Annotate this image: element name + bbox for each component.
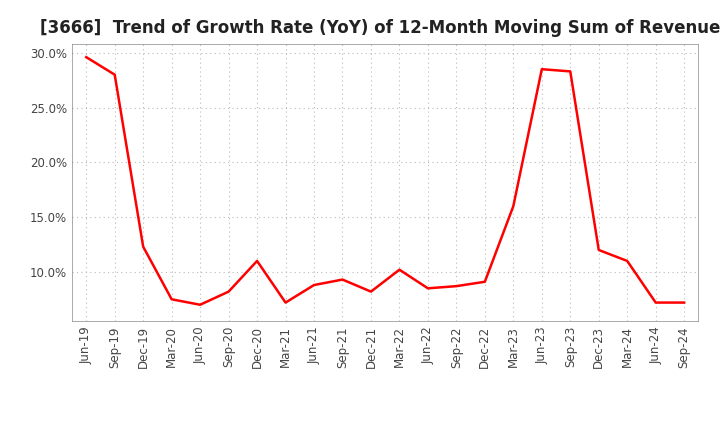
Title: [3666]  Trend of Growth Rate (YoY) of 12-Month Moving Sum of Revenues: [3666] Trend of Growth Rate (YoY) of 12-… bbox=[40, 19, 720, 37]
